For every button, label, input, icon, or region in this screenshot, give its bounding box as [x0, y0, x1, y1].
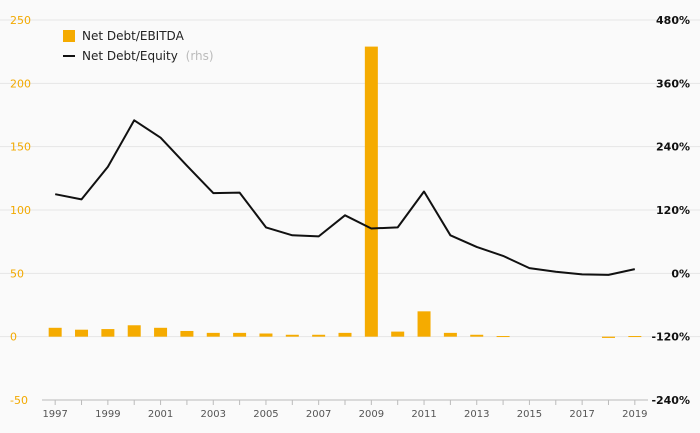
y-axis-right: -240% -120% 0% 120% 240% 360% 480%: [651, 14, 690, 407]
x-tick-label-1999: 1999: [95, 409, 120, 420]
x-tick-label-2015: 2015: [517, 409, 542, 420]
bar-2009: [364, 46, 378, 337]
x-tick-label-2005: 2005: [253, 409, 278, 420]
bar-2007: [312, 334, 326, 337]
x-tick-label-2013: 2013: [464, 409, 489, 420]
bar-1998: [75, 329, 89, 337]
y-right-tick-label: 120%: [656, 204, 690, 217]
bar-2011: [417, 311, 431, 337]
bar-2005: [259, 333, 273, 337]
x-tick-label-2007: 2007: [306, 409, 331, 420]
x-tick-label-2003: 2003: [201, 409, 226, 420]
y-right-tick-label: 360%: [656, 77, 690, 90]
bar-2000: [127, 325, 141, 337]
bar-2010: [391, 331, 405, 337]
legend-label-line: Net Debt/Equity (rhs): [82, 49, 214, 63]
bar-2004: [233, 332, 247, 337]
legend-swatch-bar: [63, 30, 75, 42]
legend-label-bar: Net Debt/EBITDA: [82, 29, 185, 43]
bar-2001: [154, 327, 168, 337]
y-right-tick-label: 480%: [656, 14, 690, 27]
y-right-tick-label: 0%: [671, 267, 690, 280]
legend-label-line-name: Net Debt/Equity: [82, 49, 178, 63]
y-right-tick-label: 240%: [656, 141, 690, 154]
y-left-tick-label: 0: [10, 331, 17, 344]
bar-series: [48, 46, 642, 338]
grid-lines: [0, 19, 700, 338]
bar-2006: [285, 334, 299, 337]
x-tick-label-1997: 1997: [42, 409, 67, 420]
bar-2019: [628, 336, 642, 338]
y-right-tick-label: -120%: [651, 331, 690, 344]
x-tick-label-2019: 2019: [622, 409, 647, 420]
bar-2003: [206, 332, 220, 337]
x-tick-label-2011: 2011: [411, 409, 436, 420]
y-left-tick-label: 250: [10, 14, 31, 27]
y-left-tick-label: 100: [10, 204, 31, 217]
y-left-tick-label: -50: [10, 394, 28, 407]
bar-2002: [180, 330, 194, 337]
bar-2014: [496, 336, 510, 338]
bar-2013: [470, 334, 484, 337]
y-left-tick-label: 50: [10, 267, 24, 280]
y-right-tick-label: -240%: [651, 394, 690, 407]
legend: Net Debt/EBITDA Net Debt/Equity (rhs): [63, 29, 214, 63]
x-axis: 1997 1999 2001 2003 2005 2007 2009 2011 2013 2015…: [42, 400, 648, 420]
y-left-tick-label: 200: [10, 77, 31, 90]
y-axis-left: -50 0 50 100 150 200 250: [10, 14, 31, 407]
line-series-net-debt-equity: [55, 119, 636, 276]
bar-2018: [601, 336, 615, 338]
x-tick-label-2009: 2009: [359, 409, 384, 420]
x-tick-label-2017: 2017: [569, 409, 594, 420]
x-tick-label-2001: 2001: [148, 409, 173, 420]
bar-2008: [338, 332, 352, 337]
bar-1999: [101, 329, 115, 337]
legend-label-line-suffix: (rhs): [186, 49, 214, 63]
y-left-tick-label: 150: [10, 141, 31, 154]
bar-2012: [443, 332, 457, 337]
bar-1997: [48, 327, 62, 337]
